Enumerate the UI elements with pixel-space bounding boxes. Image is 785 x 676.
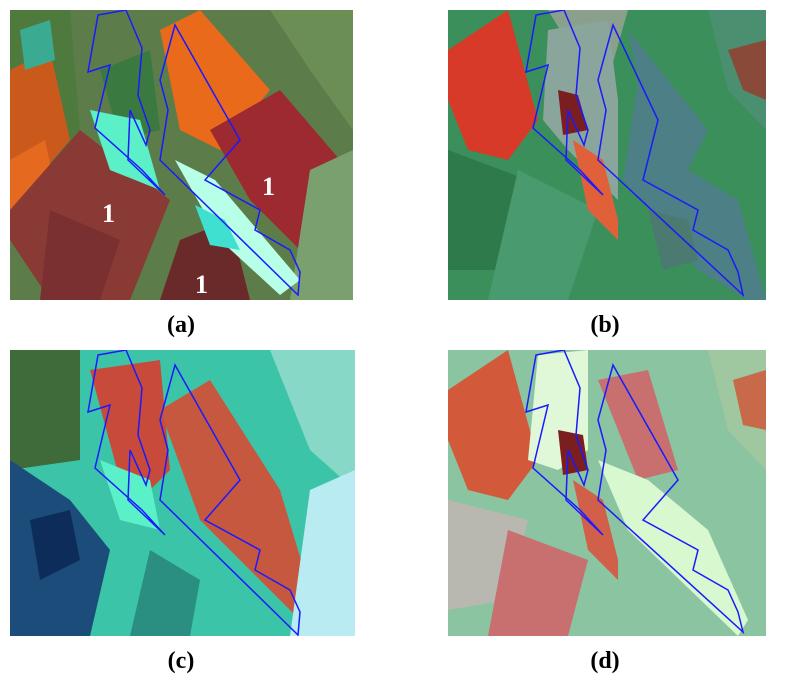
satellite-image-c [10,350,355,636]
caption-b: (b) [590,312,620,338]
caption-a: (a) [167,312,195,338]
field-label-bottom: 1 [195,270,208,299]
satellite-image-d [448,350,766,636]
field-label-right: 1 [262,172,275,201]
satellite-image-a: 1 1 1 [10,10,353,300]
satellite-image-b [448,10,766,300]
field-label-left: 1 [102,199,115,228]
caption-d: (d) [590,648,620,674]
caption-c: (c) [167,648,195,674]
